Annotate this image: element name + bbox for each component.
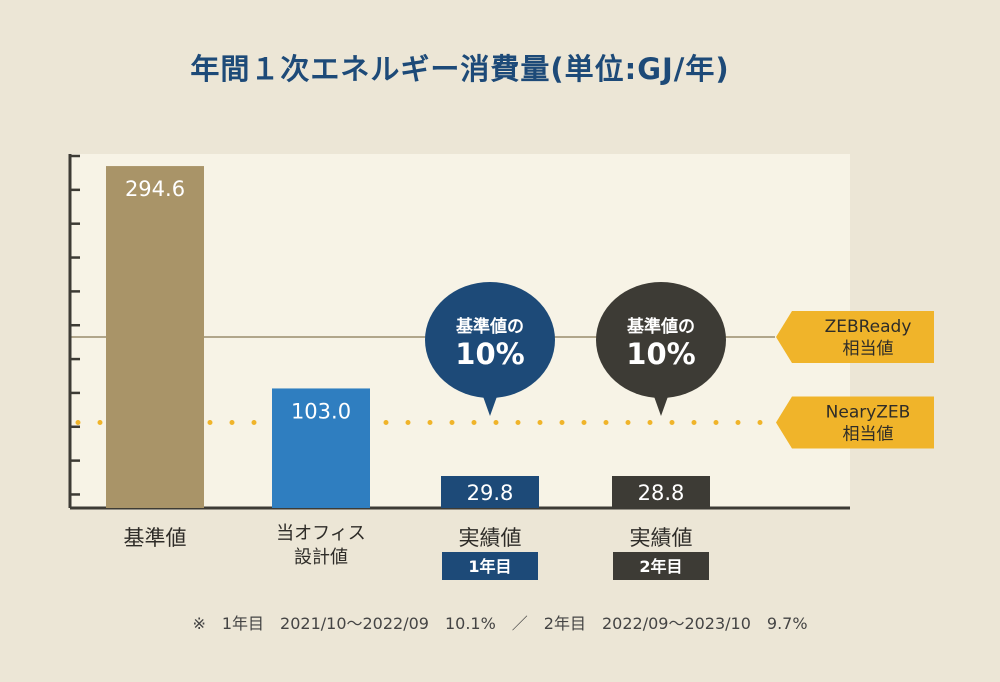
callout-bubble — [596, 282, 726, 416]
category-badge — [442, 552, 538, 580]
data-label: 28.8 — [638, 481, 685, 505]
chart-title: 年間１次エネルギー消費量(単位:GJ/年) — [190, 52, 730, 86]
reference-line-tag — [776, 396, 934, 449]
x-tick-label: 実績値 — [459, 526, 522, 550]
x-tick-label: 設計値 — [294, 547, 348, 568]
callout-text: 基準値の — [626, 316, 695, 337]
category-badge-label: 2年目 — [639, 557, 682, 576]
reference-line-tag — [776, 311, 934, 364]
callout-pointer — [480, 388, 500, 416]
callout-text: 10% — [455, 337, 524, 371]
bar — [441, 476, 539, 508]
x-tick-label: 実績値 — [630, 526, 693, 550]
reference-line-label: ZEBReady — [825, 317, 912, 337]
data-label: 294.6 — [125, 177, 185, 201]
callout-text: 10% — [626, 337, 695, 371]
callout-text: 基準値の — [455, 316, 524, 337]
data-label: 103.0 — [291, 399, 351, 423]
reference-line-label: 相当値 — [843, 424, 894, 444]
reference-line-label: NearyZEB — [826, 402, 911, 422]
category-badge-label: 1年目 — [468, 557, 511, 576]
category-badge — [613, 552, 709, 580]
x-tick-label: 当オフィス — [276, 523, 366, 544]
callout-body — [425, 282, 555, 398]
x-tick-label: 基準値 — [124, 526, 187, 550]
callout-body — [596, 282, 726, 398]
footnote: ※ 1年目 2021/10～2022/09 10.1% ／ 2年目 2022/0… — [192, 614, 808, 633]
data-label: 29.8 — [467, 481, 514, 505]
reference-line-label: 相当値 — [843, 339, 894, 359]
bar — [272, 388, 370, 508]
bar — [106, 166, 204, 509]
callout-bubble — [425, 282, 555, 416]
callout-pointer — [651, 388, 671, 416]
bar — [612, 476, 710, 508]
